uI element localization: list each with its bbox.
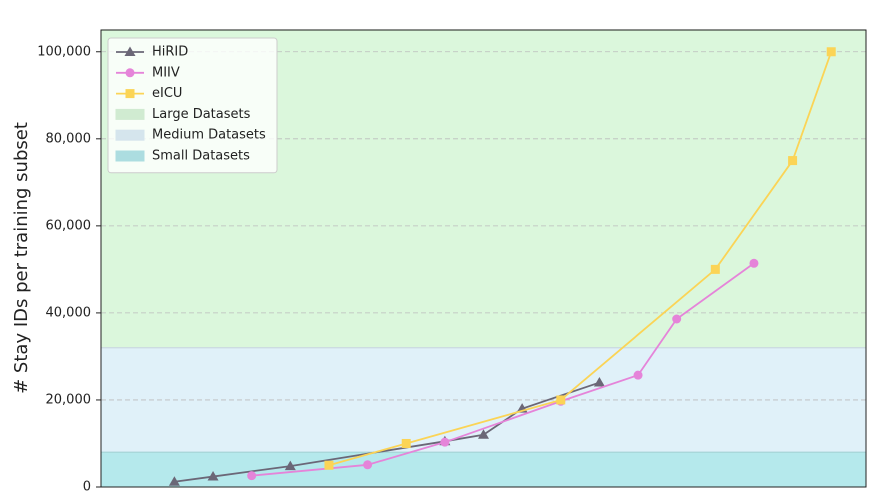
data-point [672,314,682,324]
y-tick-label: 40,000 [46,305,92,320]
legend-swatch [115,129,145,141]
data-point [633,370,643,380]
band [101,452,866,487]
legend-label: HiRID [152,45,188,60]
legend-label: MIIV [152,65,180,80]
data-point [593,377,605,387]
data-point [401,438,411,448]
data-point [324,460,334,470]
y-tick-label: 80,000 [46,131,92,146]
y-tick-label: 60,000 [46,218,92,233]
data-point [788,156,798,166]
data-point [556,395,566,405]
data-point [478,429,489,439]
legend-label: Medium Datasets [152,128,266,143]
legend-swatch [115,150,145,162]
data-point [440,437,450,447]
data-point [710,264,720,274]
legend-label: Small Datasets [152,149,250,164]
legend-label: Large Datasets [152,107,251,122]
legend-box [107,37,278,174]
legend-swatch [115,108,145,120]
legend-label: eICU [152,86,182,101]
y-tick-label: 0 [83,480,91,495]
data-point [168,476,180,486]
y-axis-label: # Stay IDs per training subset [11,122,32,394]
data-point [284,460,296,471]
legend-marker [125,68,135,78]
data-point [749,258,759,268]
y-tick-label: 20,000 [46,392,92,407]
data-point [826,47,836,57]
series-line [328,51,833,467]
plot-frame [100,29,867,488]
data-point [207,471,219,481]
legend-marker [125,89,135,99]
data-point [247,471,257,481]
legend-marker [124,46,136,56]
data-point [363,460,373,470]
y-tick-label: 100,000 [37,44,91,59]
